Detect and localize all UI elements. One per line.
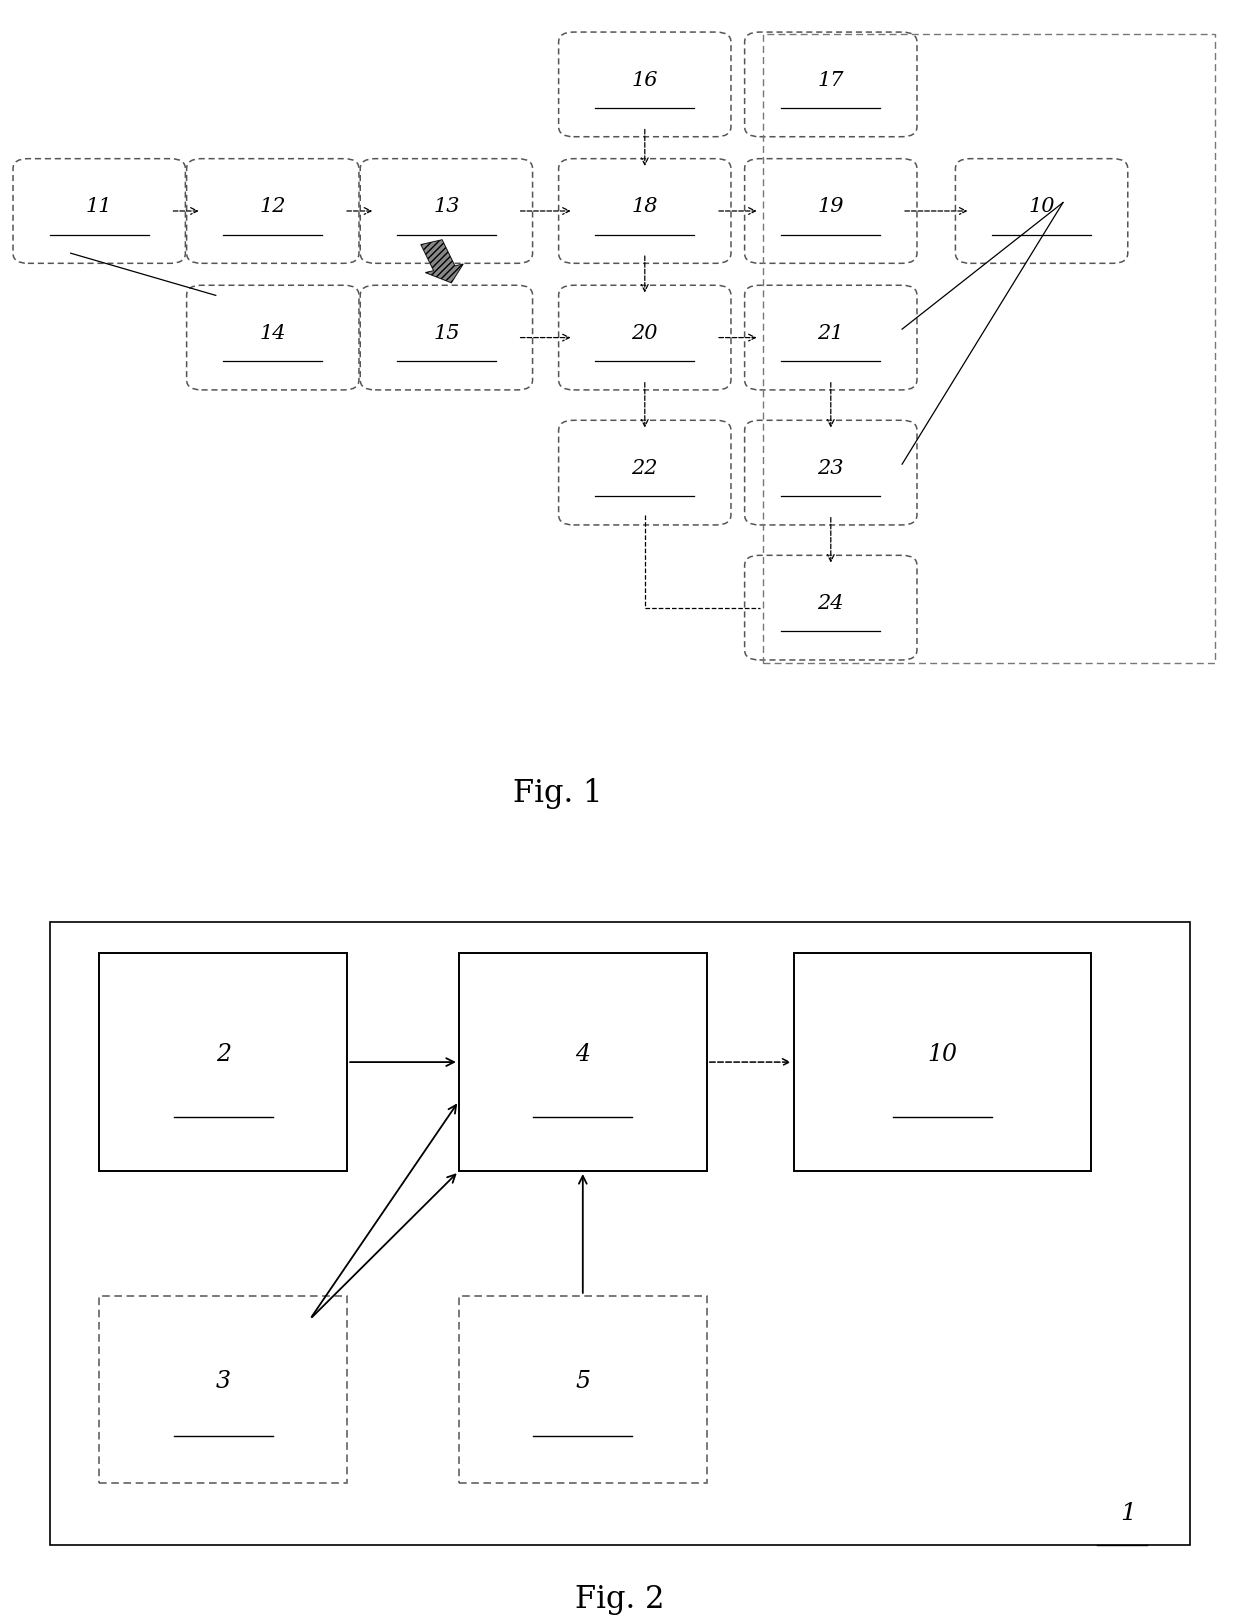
Text: 4: 4 bbox=[575, 1044, 590, 1066]
Text: 10: 10 bbox=[1028, 198, 1055, 216]
FancyBboxPatch shape bbox=[744, 159, 918, 263]
Text: 21: 21 bbox=[817, 325, 844, 342]
Text: 19: 19 bbox=[817, 198, 844, 216]
Text: 23: 23 bbox=[817, 459, 844, 477]
Text: 11: 11 bbox=[86, 198, 113, 216]
Bar bbox=[459, 1295, 707, 1483]
FancyBboxPatch shape bbox=[186, 159, 360, 263]
Bar bbox=[99, 1295, 347, 1483]
FancyBboxPatch shape bbox=[744, 32, 918, 136]
Text: 22: 22 bbox=[631, 459, 658, 477]
FancyArrow shape bbox=[420, 240, 463, 282]
Text: 3: 3 bbox=[216, 1370, 231, 1393]
FancyBboxPatch shape bbox=[558, 159, 732, 263]
Text: Fig. 1: Fig. 1 bbox=[513, 777, 603, 808]
Text: 24: 24 bbox=[817, 594, 844, 613]
FancyBboxPatch shape bbox=[558, 32, 732, 136]
Text: 18: 18 bbox=[631, 198, 658, 216]
Bar bbox=[794, 953, 1091, 1172]
Bar bbox=[50, 922, 1190, 1545]
Text: 17: 17 bbox=[817, 71, 844, 89]
Text: 13: 13 bbox=[433, 198, 460, 216]
Bar bbox=[459, 953, 707, 1172]
Bar bbox=[99, 953, 347, 1172]
FancyBboxPatch shape bbox=[186, 286, 360, 390]
FancyBboxPatch shape bbox=[955, 159, 1128, 263]
FancyBboxPatch shape bbox=[744, 555, 918, 661]
Text: 16: 16 bbox=[631, 71, 658, 89]
Text: 1: 1 bbox=[1121, 1503, 1136, 1526]
Text: 10: 10 bbox=[928, 1044, 957, 1066]
Text: 5: 5 bbox=[575, 1370, 590, 1393]
Text: 2: 2 bbox=[216, 1044, 231, 1066]
Text: Fig. 2: Fig. 2 bbox=[575, 1584, 665, 1615]
Text: 12: 12 bbox=[259, 198, 286, 216]
Text: 20: 20 bbox=[631, 325, 658, 342]
Text: 15: 15 bbox=[433, 325, 460, 342]
FancyBboxPatch shape bbox=[558, 286, 732, 390]
FancyBboxPatch shape bbox=[12, 159, 186, 263]
FancyBboxPatch shape bbox=[744, 286, 918, 390]
FancyBboxPatch shape bbox=[558, 420, 732, 524]
FancyBboxPatch shape bbox=[744, 420, 918, 524]
Bar bbox=[763, 34, 1215, 662]
Text: 14: 14 bbox=[259, 325, 286, 342]
FancyBboxPatch shape bbox=[360, 286, 533, 390]
FancyBboxPatch shape bbox=[360, 159, 533, 263]
